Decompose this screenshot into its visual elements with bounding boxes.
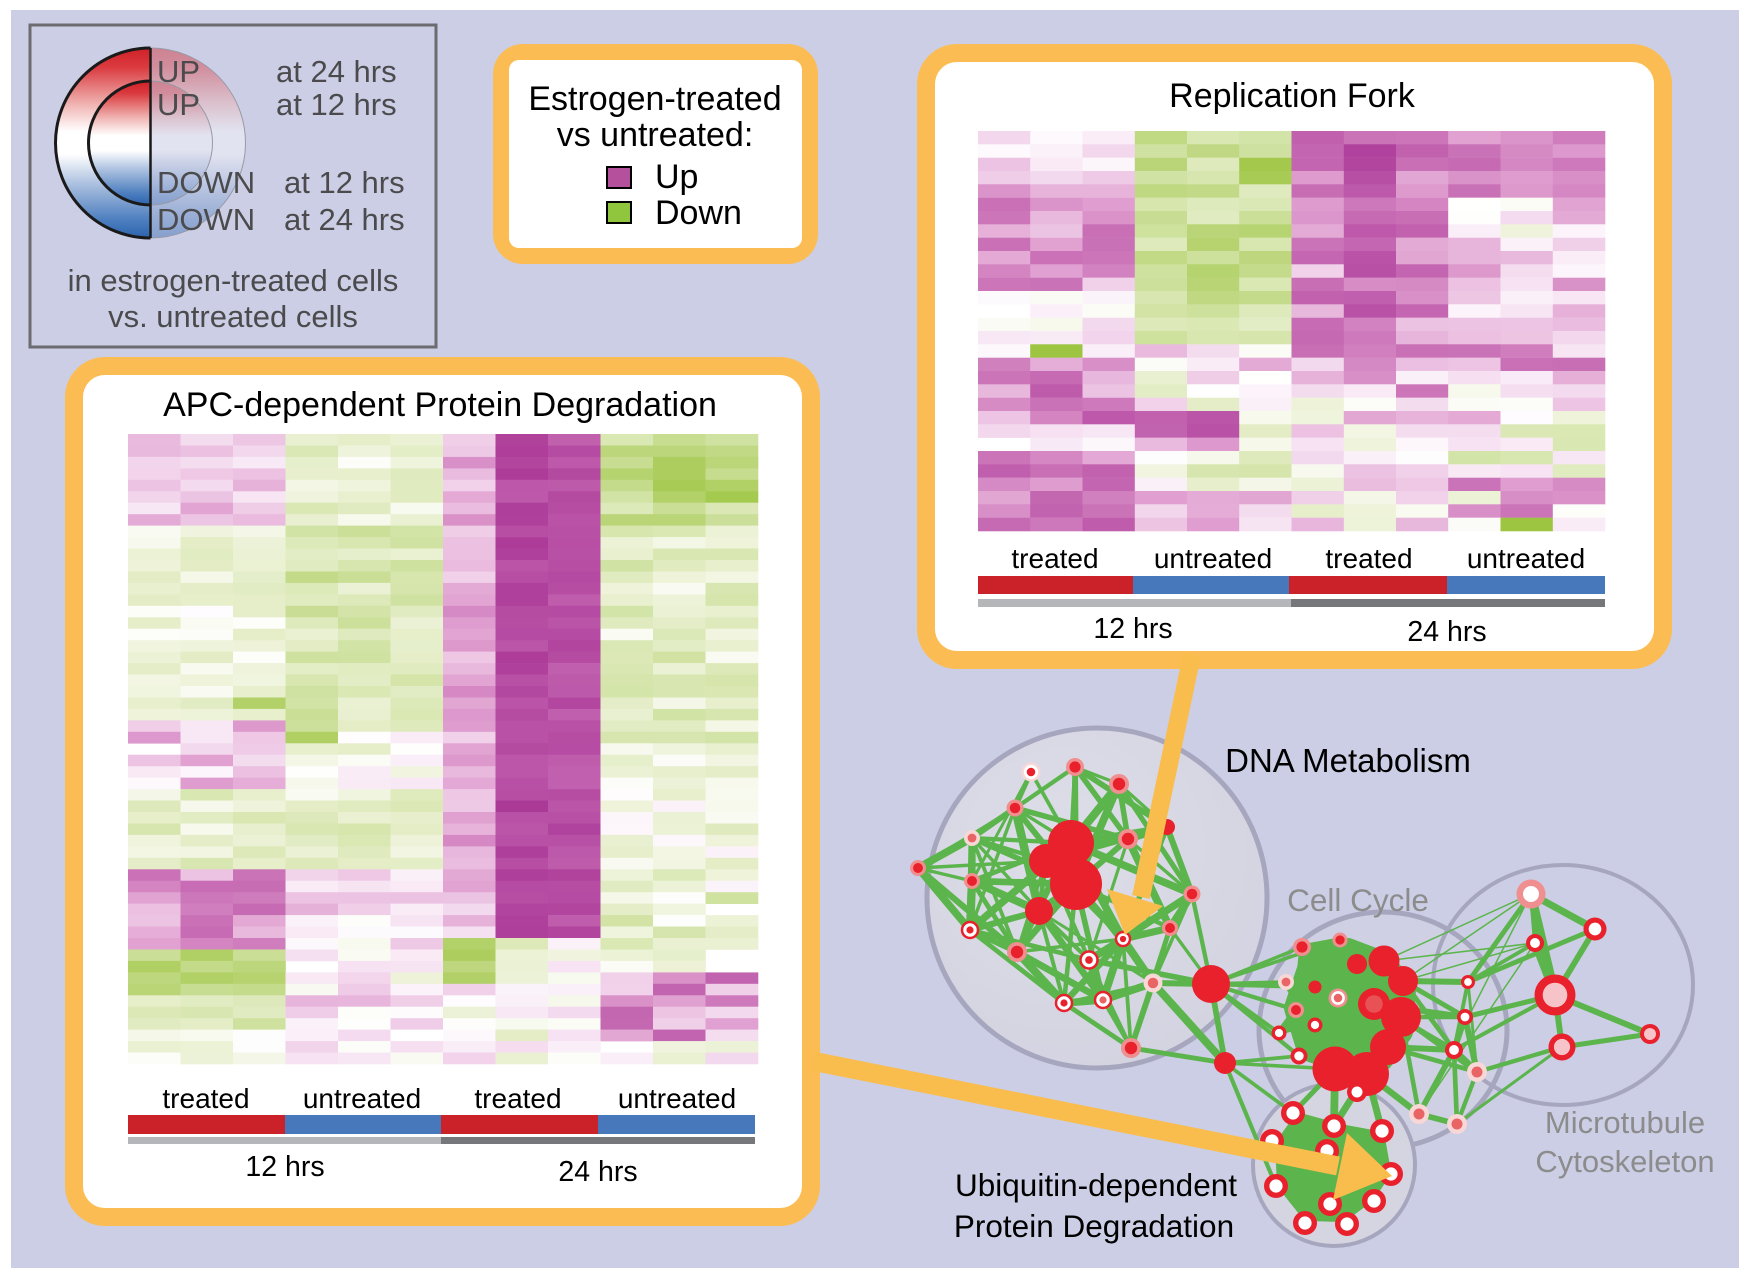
svg-text:at 24 hrs: at 24 hrs [276, 54, 397, 89]
svg-text:APC-dependent Protein Degradat: APC-dependent Protein Degradation [163, 386, 717, 424]
svg-text:untreated: untreated [618, 1083, 736, 1114]
svg-text:treated: treated [474, 1083, 561, 1114]
svg-text:Down: Down [655, 194, 742, 232]
svg-text:Microtubule: Microtubule [1545, 1105, 1705, 1140]
svg-text:Up: Up [655, 158, 698, 196]
svg-text:at 12 hrs: at 12 hrs [284, 165, 405, 200]
svg-text:12 hrs: 12 hrs [245, 1151, 324, 1183]
svg-text:DOWN: DOWN [157, 165, 255, 200]
svg-text:Protein Degradation: Protein Degradation [954, 1208, 1234, 1244]
svg-text:DNA Metabolism: DNA Metabolism [1225, 742, 1471, 779]
svg-text:DOWN: DOWN [157, 202, 255, 237]
svg-text:Cytoskeleton: Cytoskeleton [1535, 1144, 1714, 1179]
svg-text:treated: treated [1325, 543, 1412, 574]
svg-text:vs. untreated cells: vs. untreated cells [108, 299, 358, 334]
svg-text:vs untreated:: vs untreated: [557, 116, 754, 154]
svg-text:Cell Cycle: Cell Cycle [1287, 882, 1429, 918]
svg-text:untreated: untreated [303, 1083, 421, 1114]
svg-text:in estrogen-treated cells: in estrogen-treated cells [68, 263, 399, 298]
svg-text:treated: treated [162, 1083, 249, 1114]
svg-text:at 24 hrs: at 24 hrs [284, 202, 405, 237]
svg-text:Estrogen-treated: Estrogen-treated [528, 80, 781, 118]
svg-text:Ubiquitin-dependent: Ubiquitin-dependent [955, 1167, 1237, 1203]
svg-text:UP: UP [157, 54, 200, 89]
svg-text:treated: treated [1011, 543, 1098, 574]
svg-text:24 hrs: 24 hrs [558, 1156, 637, 1188]
svg-text:UP: UP [157, 87, 200, 122]
svg-text:24 hrs: 24 hrs [1407, 616, 1486, 648]
svg-text:untreated: untreated [1154, 543, 1272, 574]
svg-text:Replication Fork: Replication Fork [1169, 77, 1416, 115]
svg-text:untreated: untreated [1467, 543, 1585, 574]
svg-text:at 12 hrs: at 12 hrs [276, 87, 397, 122]
svg-text:12 hrs: 12 hrs [1093, 613, 1172, 645]
